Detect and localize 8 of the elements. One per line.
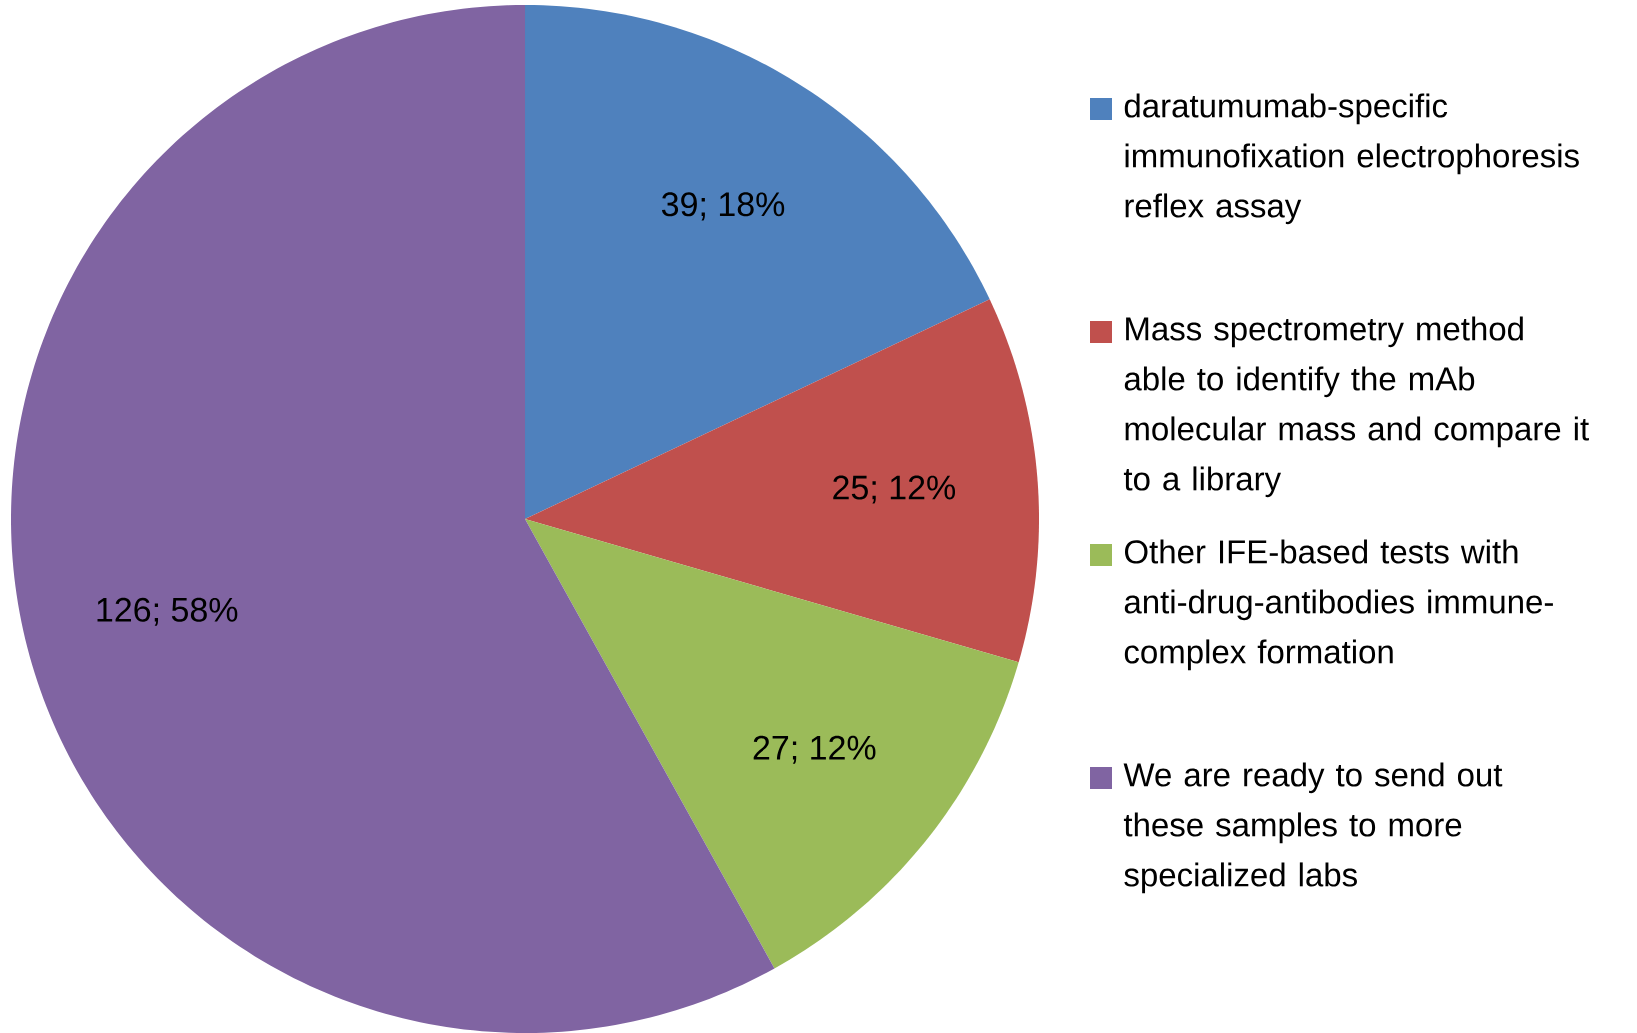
data-label: 25; 12% [833, 475, 956, 504]
legend-label: daratumumab-specific immunofixation electrophoresis reflex assay [1124, 93, 1579, 225]
legend-label: Other IFE-based tests with anti-drug-antibodies immune-complex formation [1124, 539, 1553, 671]
legend-label: We are ready to send out these samples to more specialized labs [1123, 762, 1503, 894]
data-label: 27; 12% [753, 735, 876, 764]
data-label: 39; 18% [661, 192, 785, 221]
data-label: 126; 58% [97, 597, 238, 626]
legend-label: Mass spectrometry method able to identify the mAb molecular mass and compare it to a library [1123, 316, 1589, 498]
